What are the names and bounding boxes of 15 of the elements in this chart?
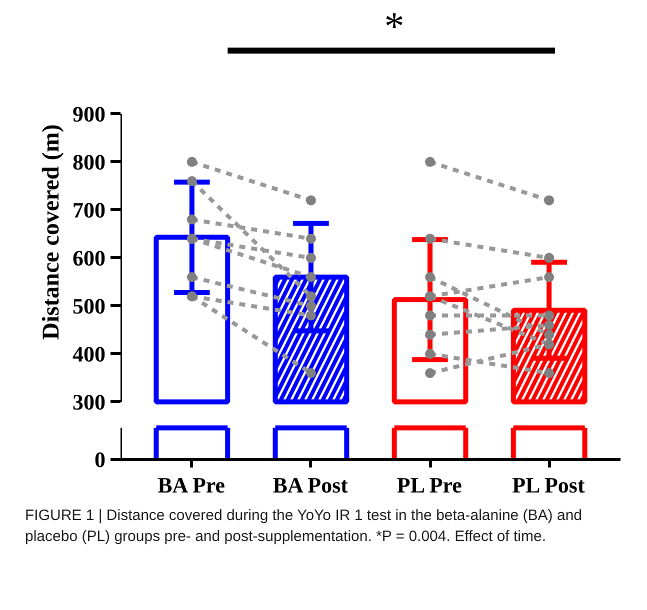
caption: FIGURE 1 | Distance covered during the YoYo IR 1 test in the beta-alanine (BA) and placebo (PL) groups pre- and post-supplementation. *P = 0.004. Effect of time.: [25, 506, 583, 548]
y-tick-label: 500: [72, 293, 106, 318]
y-axis-title: Distance covered (m): [38, 124, 64, 340]
x-tick-label: PL Post: [512, 472, 586, 498]
y-tick-label: 400: [72, 341, 106, 366]
x-tick-label: PL Pre: [396, 472, 462, 498]
y-tick-label: 600: [72, 245, 106, 270]
text: 0: [94, 447, 106, 472]
x-tick-label: BA Post: [272, 472, 349, 498]
y-tick-label: 900: [72, 101, 106, 126]
y-tick-label: 300: [72, 389, 106, 414]
text: *: [384, 4, 404, 49]
x-tick-label: BA Pre: [158, 472, 226, 498]
y-tick-label: 800: [72, 149, 106, 174]
y-tick-label: 700: [72, 197, 106, 222]
